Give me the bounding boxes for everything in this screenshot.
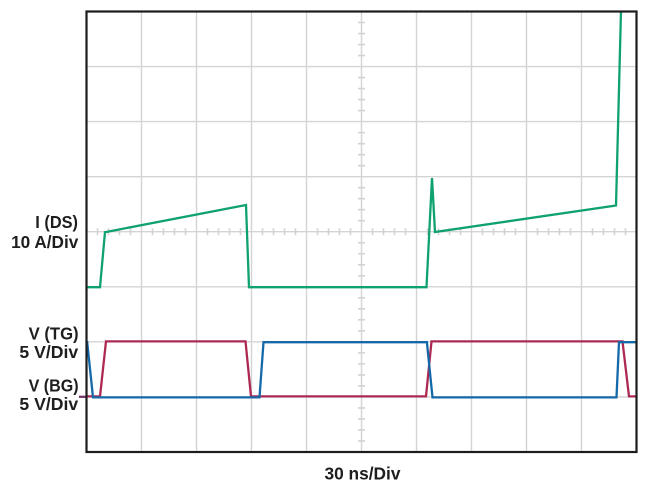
svg-text:30 ns/Div: 30 ns/Div [325,464,401,484]
svg-text:V (TG): V (TG) [29,323,79,343]
svg-text:10 A/Div: 10 A/Div [11,232,78,252]
svg-text:I (DS): I (DS) [35,212,78,232]
svg-text:5 V/Div: 5 V/Div [19,394,78,414]
svg-text:V (BG): V (BG) [29,375,79,395]
svg-text:5 V/Div: 5 V/Div [19,342,78,362]
